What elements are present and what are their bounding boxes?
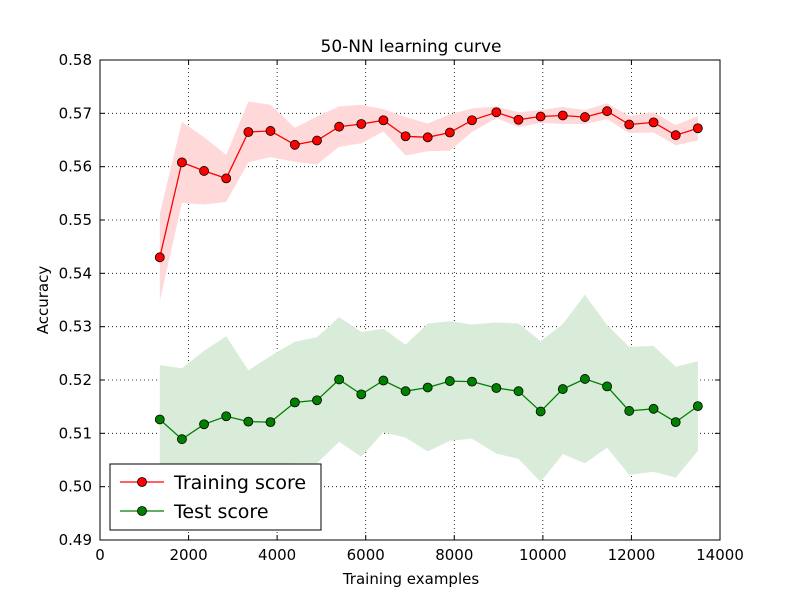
y-tick-label: 0.50 <box>59 478 92 496</box>
test-score-point <box>356 389 367 400</box>
training-score-point <box>400 131 411 142</box>
legend-test-marker <box>137 506 147 516</box>
legend-training-label: Training score <box>173 472 306 494</box>
y-tick-label: 0.56 <box>59 158 92 176</box>
test-score-point <box>378 375 389 386</box>
test-score-point <box>221 411 232 422</box>
training-score-point <box>199 166 209 176</box>
training-score-point <box>444 127 455 138</box>
test-score-point <box>154 414 165 425</box>
test-score-point <box>535 406 546 417</box>
test-score-point <box>648 403 659 414</box>
training-score-band <box>159 101 698 302</box>
test-score-point <box>289 397 300 408</box>
test-score-point <box>513 386 524 397</box>
y-tick-label: 0.54 <box>59 264 92 282</box>
legend-box <box>109 463 322 531</box>
training-score-point <box>648 117 659 128</box>
test-score-point <box>467 376 477 387</box>
training-score-point <box>177 157 187 168</box>
x-tick-label: 2000 <box>169 546 207 564</box>
test-score-point <box>444 376 455 386</box>
y-tick-label: 0.51 <box>59 424 92 442</box>
legend-training-marker <box>137 477 147 487</box>
training-score-point <box>265 126 276 136</box>
y-tick-label: 0.58 <box>59 51 92 69</box>
legend-test-label: Test score <box>173 501 269 523</box>
test-score-point <box>422 382 433 393</box>
test-score-point <box>265 417 276 428</box>
training-score-point <box>334 121 345 132</box>
training-score-point <box>289 139 300 150</box>
training-score-point <box>378 115 389 126</box>
training-score-point <box>580 112 590 122</box>
test-score-point <box>580 374 590 384</box>
training-score-point <box>513 114 524 125</box>
training-score-point <box>670 130 681 141</box>
series-points <box>154 106 703 445</box>
training-score-point <box>312 135 322 146</box>
training-score-point <box>221 173 232 184</box>
y-tick-label: 0.52 <box>59 371 92 389</box>
training-score-point <box>692 123 703 134</box>
training-score-point <box>467 115 477 126</box>
training-score-point <box>557 110 568 121</box>
test-score-point <box>491 383 502 393</box>
training-score-point <box>243 127 254 137</box>
x-tick-label: 8000 <box>435 546 473 564</box>
y-tick-label: 0.49 <box>59 531 92 549</box>
test-score-point <box>334 374 345 385</box>
test-score-point <box>670 417 681 428</box>
y-axis-ticks: 0.49 0.50 0.51 0.52 0.53 0.54 0.55 0.56 0.57 0.58 <box>59 51 720 549</box>
x-tick-label: 4000 <box>258 546 296 564</box>
y-tick-label: 0.55 <box>59 211 92 229</box>
y-axis-label: Accuracy <box>34 266 52 335</box>
x-tick-label: 10000 <box>519 546 567 564</box>
x-axis-label: Training examples <box>342 570 480 588</box>
x-tick-label: 14000 <box>696 546 744 564</box>
x-tick-label: 6000 <box>347 546 385 564</box>
test-score-point <box>243 416 254 427</box>
test-score-point <box>312 395 322 406</box>
plot-frame <box>99 59 721 541</box>
test-score-point <box>692 401 703 412</box>
training-score-point <box>624 119 635 130</box>
test-score-point <box>199 419 209 430</box>
test-score-band <box>159 294 698 511</box>
chart-title: 50-NN learning curve <box>321 37 502 57</box>
x-axis-ticks: 0 2000 4000 6000 8000 10000 12000 14000 <box>95 60 744 564</box>
confidence-bands <box>159 101 698 511</box>
training-score-point <box>154 252 165 263</box>
training-score-point <box>535 111 546 122</box>
x-tick-label: 12000 <box>608 546 656 564</box>
y-tick-label: 0.53 <box>59 318 92 336</box>
test-score-point <box>177 434 187 445</box>
test-score-point <box>624 406 635 416</box>
test-score-point <box>602 381 612 392</box>
training-score-point <box>356 119 367 129</box>
y-tick-label: 0.57 <box>59 104 92 122</box>
test-score-point <box>400 386 411 397</box>
test-score-point <box>557 384 568 394</box>
x-tick-label: 0 <box>95 546 105 564</box>
training-score-point <box>491 107 502 118</box>
training-score-point <box>422 132 433 143</box>
legend: Training score Test score <box>109 463 322 531</box>
training-score-point <box>602 106 612 117</box>
